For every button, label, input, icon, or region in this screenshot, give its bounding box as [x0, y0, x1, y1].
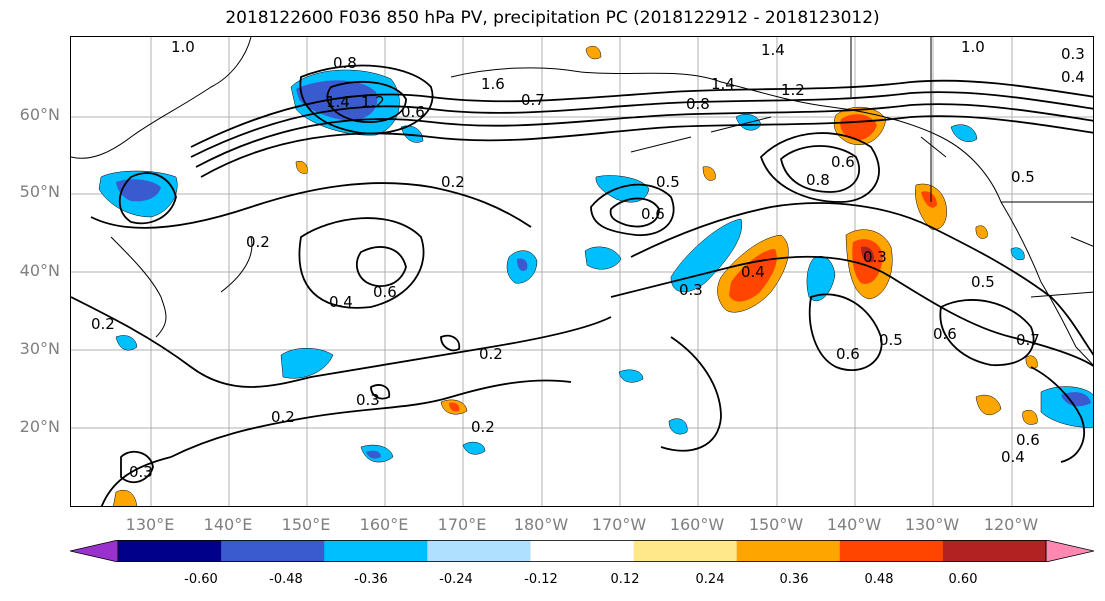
map-title: 2018122600 F036 850 hPa PV, precipitatio…: [225, 8, 880, 28]
contour-label: 0.8: [686, 95, 710, 113]
lon-label: 150°W: [748, 515, 804, 534]
colorbar-tick-label: 0.36: [779, 572, 809, 587]
contour-label: 1.6: [481, 75, 505, 93]
contour-label: 0.2: [441, 173, 465, 191]
colorbar-segment: [324, 540, 428, 562]
contour-label: 0.3: [679, 281, 703, 299]
contour-label: 0.2: [471, 418, 495, 436]
lat-label: 50°N: [19, 182, 60, 201]
contour-label: 0.6: [1016, 431, 1040, 449]
lon-label: 180°W: [513, 515, 569, 534]
colorbar-tick-label: -0.60: [184, 572, 218, 587]
colorbar-tick-label: 0.24: [695, 572, 725, 587]
lon-label: 160°W: [669, 515, 725, 534]
contour-label: 0.8: [333, 54, 357, 72]
contour-label: 0.2: [246, 233, 270, 251]
colorbar-tick-label: 0.60: [948, 572, 978, 587]
negative-anomaly-areas: [98, 69, 1093, 463]
coastlines: [71, 37, 1093, 366]
contour-label: 0.2: [91, 315, 115, 333]
contour-label: 0.6: [831, 153, 855, 171]
colorbar-tick-label: 0.48: [864, 572, 894, 587]
contour-labels: 1.0 0.8 1.4 1.2 0.6 1.6 1.4 0.7 1.4 1.2 …: [91, 38, 1085, 481]
contour-label: 0.5: [656, 173, 680, 191]
contour-label: 0.6: [933, 325, 957, 343]
colorbar-tick-label: -0.48: [269, 572, 303, 587]
colorbar-segment: [221, 540, 325, 562]
colorbar-tick-label: -0.24: [439, 572, 473, 587]
lon-label: 120°W: [983, 515, 1039, 534]
colorbar-segment: [530, 540, 635, 562]
lon-label: 130°W: [904, 515, 960, 534]
contour-label: 1.2: [361, 93, 385, 111]
contour-label: 0.6: [373, 283, 397, 301]
colorbar-segment: [427, 540, 531, 562]
contour-label: 0.3: [356, 391, 380, 409]
contour-label: 1.0: [171, 38, 195, 56]
colorbar-segment: [942, 540, 1047, 562]
lon-label: 170°E: [437, 515, 487, 534]
contour-label: 0.5: [1011, 168, 1035, 186]
map-panel: 1.0 0.8 1.4 1.2 0.6 1.6 1.4 0.7 1.4 1.2 …: [70, 36, 1094, 507]
lon-label: 170°W: [591, 515, 647, 534]
contour-label: 0.4: [329, 293, 353, 311]
contour-label: 0.7: [521, 91, 545, 109]
contour-label: 0.7: [1016, 331, 1040, 349]
colorbar-tick-label: -0.36: [354, 572, 388, 587]
contour-label: 0.5: [971, 273, 995, 291]
colorbar-segment: [839, 540, 944, 562]
contour-label: 1.2: [781, 81, 805, 99]
colorbar-extend-max: [1045, 540, 1094, 562]
positive-anomaly-areas: [113, 46, 1038, 506]
lon-label: 140°W: [826, 515, 882, 534]
lon-label: 150°E: [281, 515, 331, 534]
contour-label: 0.3: [129, 463, 153, 481]
colorbar: [70, 540, 1094, 562]
colorbar-segment: [633, 540, 738, 562]
contour-label: 0.4: [1001, 448, 1025, 466]
contour-label: 1.0: [961, 38, 985, 56]
contour-label: 0.3: [1061, 45, 1085, 63]
contour-label: 0.2: [271, 408, 295, 426]
lon-label: 130°E: [125, 515, 175, 534]
colorbar-segment: [118, 540, 222, 562]
lat-label: 20°N: [19, 417, 60, 436]
contour-label: 0.3: [863, 248, 887, 266]
contour-label: 0.6: [836, 345, 860, 363]
contour-label: 0.2: [479, 345, 503, 363]
colorbar-segment: [736, 540, 841, 562]
contour-label: 0.5: [879, 331, 903, 349]
contour-label: 0.4: [1061, 68, 1085, 86]
pv-contours: [71, 64, 1093, 506]
colorbar-extend-min: [70, 540, 119, 562]
contour-label: 0.4: [741, 263, 765, 281]
lon-label: 140°E: [203, 515, 253, 534]
lat-label: 40°N: [19, 261, 60, 280]
lat-label: 30°N: [19, 339, 60, 358]
contour-label: 1.4: [761, 41, 785, 59]
colorbar-tick-label: 0.12: [610, 572, 640, 587]
colorbar-tick-label: -0.12: [524, 572, 558, 587]
contour-label: 0.8: [806, 171, 830, 189]
contour-label: 1.4: [711, 75, 735, 93]
contour-label: 0.6: [401, 103, 425, 121]
lon-label: 160°E: [359, 515, 409, 534]
colorbar-outline: [117, 540, 1047, 562]
lat-label: 60°N: [19, 105, 60, 124]
map-canvas: 1.0 0.8 1.4 1.2 0.6 1.6 1.4 0.7 1.4 1.2 …: [71, 37, 1093, 506]
colorbar-segments: [70, 540, 1094, 562]
contour-label: 0.6: [641, 205, 665, 223]
contour-label: 1.4: [326, 93, 350, 111]
